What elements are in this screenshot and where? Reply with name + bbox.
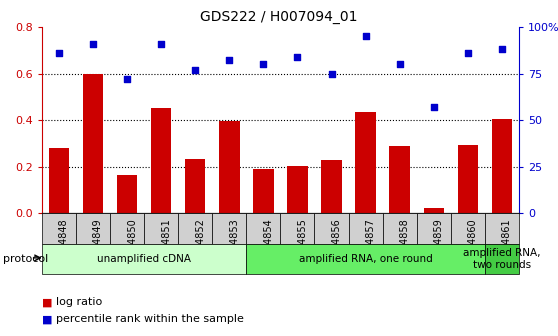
Bar	[424, 208, 444, 213]
Text: GSM4861: GSM4861	[502, 218, 512, 264]
Text: GSM4853: GSM4853	[229, 218, 239, 265]
Bar	[383, 213, 417, 244]
Bar	[151, 109, 171, 213]
Bar	[485, 244, 519, 274]
Text: amplified RNA, one round: amplified RNA, one round	[299, 254, 432, 264]
Bar	[253, 169, 273, 213]
Bar	[451, 213, 485, 244]
Text: unamplified cDNA: unamplified cDNA	[97, 254, 191, 264]
Text: protocol: protocol	[3, 254, 48, 264]
Bar	[355, 112, 376, 213]
Text: GSM4857: GSM4857	[365, 218, 376, 265]
Bar	[417, 213, 451, 244]
Point	[123, 76, 132, 82]
Text: GSM4858: GSM4858	[400, 218, 410, 265]
Point	[395, 61, 404, 67]
Bar	[212, 213, 246, 244]
Bar	[321, 160, 341, 213]
Bar	[144, 213, 178, 244]
Text: GSM4849: GSM4849	[93, 218, 103, 264]
Bar	[185, 159, 205, 213]
Bar	[349, 213, 383, 244]
Text: GSM4860: GSM4860	[468, 218, 478, 264]
Bar	[458, 144, 478, 213]
Point	[89, 41, 98, 46]
Point	[361, 34, 370, 39]
Bar	[246, 244, 485, 274]
Text: ■: ■	[42, 297, 52, 307]
Bar	[246, 213, 280, 244]
Bar	[485, 213, 519, 244]
Text: percentile rank within the sample: percentile rank within the sample	[56, 314, 244, 324]
Text: GSM4856: GSM4856	[331, 218, 341, 265]
Point	[157, 41, 166, 46]
Bar	[76, 213, 110, 244]
Text: GSM4850: GSM4850	[127, 218, 137, 265]
Point	[225, 58, 234, 63]
Text: GDS222 / H007094_01: GDS222 / H007094_01	[200, 10, 358, 24]
Text: amplified RNA,
two rounds: amplified RNA, two rounds	[463, 248, 541, 269]
Bar	[42, 213, 76, 244]
Bar	[117, 175, 137, 213]
Text: GSM4852: GSM4852	[195, 218, 205, 265]
Text: GSM4851: GSM4851	[161, 218, 171, 265]
Text: GSM4854: GSM4854	[263, 218, 273, 265]
Bar	[315, 213, 349, 244]
Bar	[492, 119, 512, 213]
Bar	[110, 213, 144, 244]
Bar	[287, 166, 307, 213]
Point	[327, 71, 336, 76]
Point	[463, 50, 472, 56]
Point	[429, 104, 438, 110]
Bar	[49, 148, 69, 213]
Bar	[83, 74, 103, 213]
Point	[55, 50, 64, 56]
Text: log ratio: log ratio	[56, 297, 102, 307]
Text: GSM4855: GSM4855	[297, 218, 307, 265]
Bar	[42, 244, 246, 274]
Bar	[219, 121, 239, 213]
Text: ■: ■	[42, 314, 52, 324]
Text: GSM4848: GSM4848	[59, 218, 69, 264]
Bar	[178, 213, 212, 244]
Text: GSM4859: GSM4859	[434, 218, 444, 265]
Point	[191, 67, 200, 73]
Point	[497, 47, 506, 52]
Bar	[280, 213, 315, 244]
Bar	[389, 146, 410, 213]
Point	[293, 54, 302, 59]
Point	[259, 61, 268, 67]
